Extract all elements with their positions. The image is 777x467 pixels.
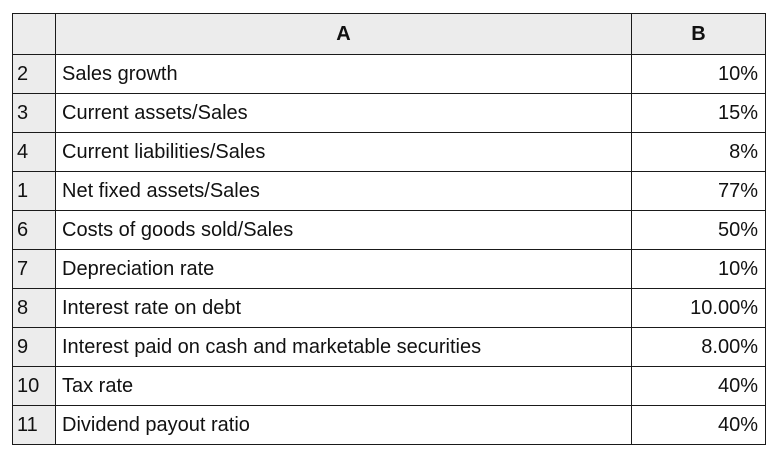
cell-value[interactable]: 77% <box>631 171 766 211</box>
table-row: 7 Depreciation rate 10% <box>12 249 766 289</box>
table-row: 1 Net fixed assets/Sales 77% <box>12 171 766 211</box>
table-row: 6 Costs of goods sold/Sales 50% <box>12 210 766 250</box>
row-header[interactable]: 2 <box>12 54 56 94</box>
table-row: 8 Interest rate on debt 10.00% <box>12 288 766 328</box>
cell-value[interactable]: 40% <box>631 366 766 406</box>
cell-label[interactable]: Interest rate on debt <box>55 288 632 328</box>
row-header[interactable]: 11 <box>12 405 56 445</box>
row-header[interactable]: 10 <box>12 366 56 406</box>
select-all-corner[interactable] <box>12 13 56 55</box>
cell-label[interactable]: Current liabilities/Sales <box>55 132 632 172</box>
spreadsheet-table: A B 2 Sales growth 10% 3 Current assets/… <box>12 13 766 445</box>
cell-label[interactable]: Depreciation rate <box>55 249 632 289</box>
row-header[interactable]: 9 <box>12 327 56 367</box>
cell-label[interactable]: Costs of goods sold/Sales <box>55 210 632 250</box>
cell-value[interactable]: 8.00% <box>631 327 766 367</box>
cell-value[interactable]: 15% <box>631 93 766 133</box>
row-header[interactable]: 6 <box>12 210 56 250</box>
table-row: 9 Interest paid on cash and marketable s… <box>12 327 766 367</box>
row-header[interactable]: 7 <box>12 249 56 289</box>
cell-value[interactable]: 10.00% <box>631 288 766 328</box>
row-header[interactable]: 1 <box>12 171 56 211</box>
cell-value[interactable]: 10% <box>631 249 766 289</box>
table-row: 2 Sales growth 10% <box>12 54 766 94</box>
table-row: 4 Current liabilities/Sales 8% <box>12 132 766 172</box>
table-row: 10 Tax rate 40% <box>12 366 766 406</box>
cell-label[interactable]: Tax rate <box>55 366 632 406</box>
table-row: 11 Dividend payout ratio 40% <box>12 405 766 445</box>
column-header-a[interactable]: A <box>55 13 632 55</box>
cell-value[interactable]: 40% <box>631 405 766 445</box>
table-row: 3 Current assets/Sales 15% <box>12 93 766 133</box>
column-header-b[interactable]: B <box>631 13 766 55</box>
row-header[interactable]: 8 <box>12 288 56 328</box>
cell-label[interactable]: Net fixed assets/Sales <box>55 171 632 211</box>
cell-label[interactable]: Sales growth <box>55 54 632 94</box>
cell-value[interactable]: 8% <box>631 132 766 172</box>
cell-label[interactable]: Dividend payout ratio <box>55 405 632 445</box>
cell-value[interactable]: 10% <box>631 54 766 94</box>
row-header[interactable]: 3 <box>12 93 56 133</box>
column-header-row: A B <box>12 13 766 55</box>
cell-value[interactable]: 50% <box>631 210 766 250</box>
cell-label[interactable]: Interest paid on cash and marketable sec… <box>55 327 632 367</box>
cell-label[interactable]: Current assets/Sales <box>55 93 632 133</box>
row-header[interactable]: 4 <box>12 132 56 172</box>
